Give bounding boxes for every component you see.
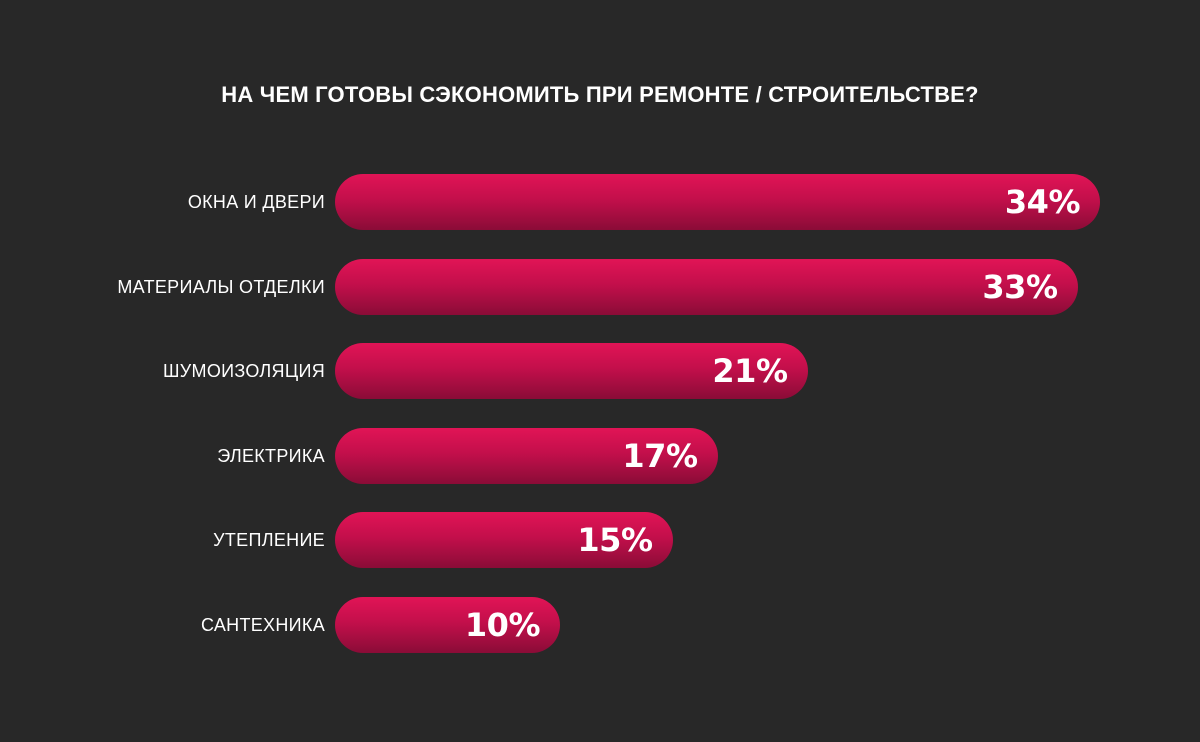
bar-row: ШУМОИЗОЛЯЦИЯ 21% [0, 343, 1200, 399]
category-label: УТЕПЛЕНИЕ [213, 530, 325, 550]
bar-value-label: 21% [712, 352, 788, 390]
category-label: ОКНА И ДВЕРИ [187, 192, 325, 212]
bar: 17% [335, 427, 718, 484]
bar-row: ЭЛЕКТРИКА 17% [0, 427, 1200, 484]
bar: 21% [335, 343, 808, 399]
chart-title: НА ЧЕМ ГОТОВЫ СЭКОНОМИТЬ ПРИ РЕМОНТЕ / С… [221, 82, 979, 107]
category-label: ШУМОИЗОЛЯЦИЯ [163, 361, 325, 381]
category-label: ЭЛЕКТРИКА [217, 445, 325, 466]
bar-row: ОКНА И ДВЕРИ 34% [0, 174, 1200, 230]
bar: 33% [335, 258, 1078, 315]
bar-row: САНТЕХНИКА 10% [0, 596, 1200, 653]
bar-value-label: 34% [1004, 183, 1081, 221]
bar: 34% [335, 174, 1100, 230]
bar-row: МАТЕРИАЛЫ ОТДЕЛКИ 33% [0, 258, 1200, 315]
bar-value-label: 15% [577, 521, 653, 559]
bar-row: УТЕПЛЕНИЕ 15% [0, 512, 1200, 568]
category-label: САНТЕХНИКА [200, 614, 325, 635]
category-label: МАТЕРИАЛЫ ОТДЕЛКИ [117, 276, 325, 297]
bar-value-label: 10% [464, 605, 541, 644]
bar-value-label: 33% [982, 267, 1058, 306]
bar: 10% [335, 596, 560, 653]
bar-value-label: 17% [622, 436, 698, 475]
bar: 15% [335, 512, 673, 568]
